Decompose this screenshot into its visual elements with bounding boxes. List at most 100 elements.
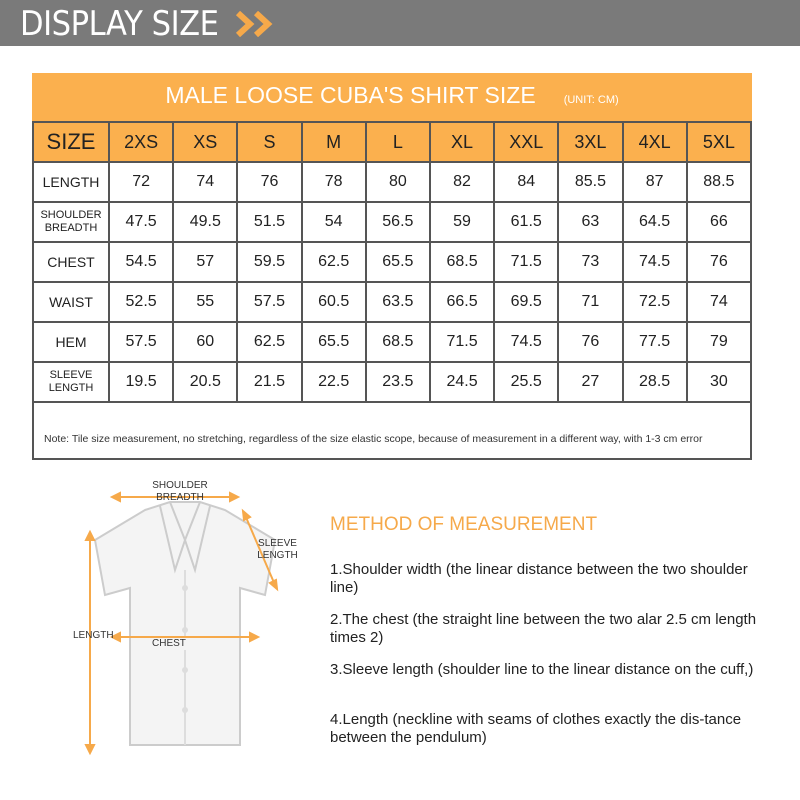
table-cell: 79 — [685, 321, 753, 363]
table-cell: 74.5 — [493, 321, 560, 363]
table-cell: 55 — [172, 281, 239, 323]
table-cell: 60.5 — [300, 281, 367, 323]
table-cell: 82 — [428, 161, 496, 203]
row-label: SLEEVE LENGTH — [32, 361, 110, 403]
table-cell: 80 — [364, 161, 431, 203]
table-cell: 57 — [172, 241, 239, 283]
table-cell: 87 — [621, 161, 688, 203]
table-cell: 65.5 — [364, 241, 431, 283]
length-label: LENGTH — [73, 630, 114, 641]
column-header: L — [364, 121, 431, 163]
table-cell: 69.5 — [493, 281, 560, 323]
table-cell: 19.5 — [107, 361, 175, 403]
method-item: 2.The chest (the straight line between t… — [330, 611, 757, 646]
column-header: SIZE — [32, 121, 110, 163]
column-header: M — [300, 121, 367, 163]
table-cell: 54.5 — [107, 241, 175, 283]
table-cell: 20.5 — [172, 361, 239, 403]
table-cell: 62.5 — [236, 321, 303, 363]
table-cell: 57.5 — [236, 281, 303, 323]
table-cell: 25.5 — [493, 361, 560, 403]
table-cell: 74 — [685, 281, 753, 323]
column-header: 2XS — [107, 121, 175, 163]
table-cell: 66.5 — [428, 281, 496, 323]
shoulder-breadth-label: SHOULDER BREADTH — [152, 480, 208, 503]
table-row: WAIST 52.5 55 57.5 60.5 63.5 66.5 69.5 71 72.5 74 — [32, 281, 753, 323]
table-cell: 28.5 — [621, 361, 688, 403]
table-row: SLEEVE LENGTH 19.5 20.5 21.5 22.5 23.5 24.5 25.… — [32, 361, 753, 403]
table-cell: 22.5 — [300, 361, 367, 403]
table-cell: 49.5 — [172, 201, 239, 243]
table-cell: 88.5 — [685, 161, 753, 203]
table-cell: 72.5 — [621, 281, 688, 323]
shirt-diagram — [84, 491, 279, 756]
table-cell: 61.5 — [493, 201, 560, 243]
table-cell: 68.5 — [428, 241, 496, 283]
table-cell: 85.5 — [557, 161, 624, 203]
table-cell: 71 — [557, 281, 624, 323]
table-cell: 27 — [557, 361, 624, 403]
table-cell: 74 — [172, 161, 239, 203]
row-label: HEM — [32, 321, 110, 363]
table-header-row: SIZE 2XS XS S M L XL XXL 3XL 4XL 5XL — [32, 121, 753, 163]
table-cell: 57.5 — [107, 321, 175, 363]
table-cell: 65.5 — [300, 321, 367, 363]
table-cell: 76 — [236, 161, 303, 203]
table-cell: 68.5 — [364, 321, 431, 363]
table-cell: 78 — [300, 161, 367, 203]
column-header: XL — [428, 121, 496, 163]
table-cell: 54 — [300, 201, 367, 243]
table-cell: 59.5 — [236, 241, 303, 283]
table-cell: 56.5 — [364, 201, 431, 243]
table-row: CHEST 54.5 57 59.5 62.5 65.5 68.5 71.5 73 74.5 76 — [32, 241, 753, 283]
table-cell: 23.5 — [364, 361, 431, 403]
sleeve-length-label: SLEEVE LENGTH — [257, 538, 298, 561]
column-header: XXL — [493, 121, 560, 163]
table-row: SHOULDER BREADTH 47.5 49.5 51.5 54 56.5 59 61.5… — [32, 201, 753, 243]
table-cell: 76 — [685, 241, 753, 283]
table-title: MALE LOOSE CUBA'S SHIRT SIZE (UNIT: CM) — [32, 73, 752, 121]
row-label: WAIST — [32, 281, 110, 323]
table-cell: 30 — [685, 361, 753, 403]
table-cell: 74.5 — [621, 241, 688, 283]
unit-label: (UNIT: CM) — [563, 94, 619, 106]
table-cell: 66 — [685, 201, 753, 243]
row-label: CHEST — [32, 241, 110, 283]
table-cell: 64.5 — [621, 201, 688, 243]
table-cell: 84 — [493, 161, 560, 203]
table-cell: 63 — [557, 201, 624, 243]
table-cell: 21.5 — [236, 361, 303, 403]
table-cell: 72 — [107, 161, 175, 203]
method-title: METHOD OF MEASUREMENT — [330, 514, 598, 535]
column-header: S — [236, 121, 303, 163]
table-cell: 63.5 — [364, 281, 431, 323]
table-cell: 71.5 — [493, 241, 560, 283]
row-label: SHOULDER BREADTH — [32, 201, 110, 243]
table-cell: 52.5 — [107, 281, 175, 323]
row-label: LENGTH — [32, 161, 110, 203]
table-cell: 73 — [557, 241, 624, 283]
method-item: 4.Length (neckline with seams of clothes… — [330, 711, 742, 746]
table-row: HEM 57.5 60 62.5 65.5 68.5 71.5 74.5 76 77.5 79 — [32, 321, 753, 363]
double-chevron-icon — [236, 11, 273, 37]
table-note: Note: Tile size measurement, no stretchi… — [44, 433, 703, 445]
method-item: 3.Sleeve length (shoulder line to the li… — [330, 661, 754, 678]
top-banner: DISPLAY SIZE — [0, 0, 800, 46]
table-cell: 51.5 — [236, 201, 303, 243]
table-cell: 60 — [172, 321, 239, 363]
table-cell: 77.5 — [621, 321, 688, 363]
table-cell: 71.5 — [428, 321, 496, 363]
table-row: LENGTH 72 74 76 78 80 82 84 85.5 87 88.5 — [32, 161, 753, 203]
method-item: 1.Shoulder width (the linear distance be… — [330, 561, 748, 596]
column-header: 3XL — [557, 121, 624, 163]
column-header: 5XL — [685, 121, 753, 163]
column-header: XS — [172, 121, 239, 163]
table-cell: 62.5 — [300, 241, 367, 283]
table-cell: 24.5 — [428, 361, 496, 403]
table-cell: 59 — [428, 201, 496, 243]
table-title-text: MALE LOOSE CUBA'S SHIRT SIZE — [165, 82, 536, 108]
banner-title: DISPLAY SIZE — [20, 4, 219, 44]
chest-label: CHEST — [152, 638, 186, 650]
table-cell: 47.5 — [107, 201, 175, 243]
table-cell: 76 — [557, 321, 624, 363]
